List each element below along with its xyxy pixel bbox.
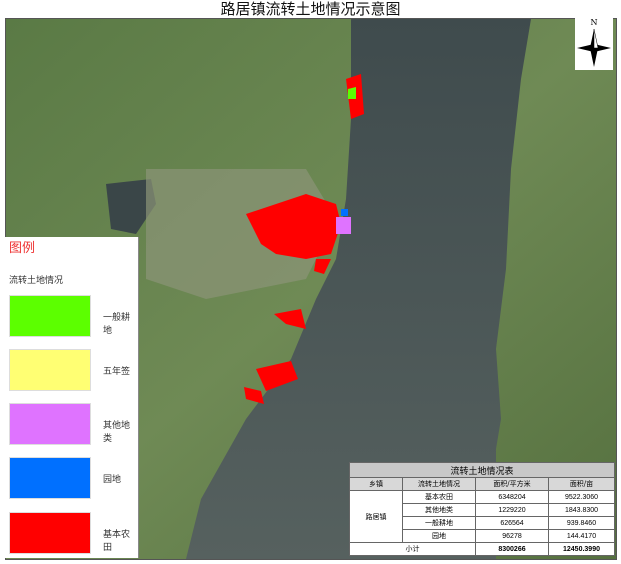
- legend-label: 五年签: [103, 367, 131, 377]
- cell: 一般耕地: [402, 516, 476, 530]
- legend-subtitle: 流转土地情况: [9, 276, 64, 286]
- north-arrow: N: [575, 18, 613, 70]
- legend-swatch: [9, 457, 91, 499]
- table-row: 一般耕地 626564 939.8460: [350, 516, 615, 530]
- legend-label: 基本农田: [103, 530, 131, 553]
- land-transfer-table: 流转土地情况表 乡镇 流转土地情况 面积/平方米 面积/亩 路居镇 基本农田 63…: [349, 462, 615, 556]
- map-title: 路居镇流转土地情况示意图: [220, 0, 401, 18]
- legend-swatch: [9, 403, 91, 445]
- orchard-parcel: [341, 209, 348, 216]
- cell: 939.8460: [548, 516, 615, 530]
- cell: 其他地类: [402, 503, 476, 517]
- cell: 小计: [349, 542, 476, 556]
- general-farmland-parcel: [348, 87, 356, 99]
- cell: 基本农田: [402, 490, 476, 504]
- legend-title: 图例: [9, 241, 36, 256]
- column-header: 面积/亩: [548, 477, 615, 491]
- lake: [186, 19, 531, 559]
- cell: 9522.3060: [548, 490, 615, 504]
- legend-label: 其他地类: [103, 421, 131, 444]
- other-land-parcel: [336, 217, 351, 234]
- column-header: 流转土地情况: [402, 477, 476, 491]
- town-cell: 路居镇: [349, 490, 403, 543]
- cell: 1843.8300: [548, 503, 615, 517]
- legend-label: 一般耕地: [103, 313, 131, 336]
- north-label: N: [590, 18, 598, 27]
- cell: 8300266: [475, 542, 549, 556]
- cell: 12450.3990: [548, 542, 615, 556]
- column-header: 乡镇: [349, 477, 403, 491]
- cell: 144.4170: [548, 529, 615, 543]
- total-row: 小计 8300266 12450.3990: [349, 542, 615, 556]
- legend: 图例 流转土地情况 一般耕地 五年签 其他地类 园地 基本农田: [5, 237, 139, 558]
- cell: 1229220: [475, 503, 549, 517]
- compass-icon: [577, 28, 611, 67]
- cell: 6348204: [475, 490, 549, 504]
- legend-swatch: [9, 512, 91, 554]
- legend-label: 园地: [103, 475, 122, 485]
- cell: 园地: [402, 529, 476, 543]
- cell: 626564: [475, 516, 549, 530]
- table-caption: 流转土地情况表: [349, 462, 615, 478]
- table-row: 路居镇 基本农田 6348204 9522.3060: [349, 490, 615, 543]
- small-lake: [106, 179, 156, 234]
- column-header: 面积/平方米: [475, 477, 549, 491]
- farmland-parcels: [244, 74, 364, 404]
- cell: 96278: [475, 529, 549, 543]
- legend-swatch: [9, 349, 91, 391]
- legend-swatch: [9, 295, 91, 337]
